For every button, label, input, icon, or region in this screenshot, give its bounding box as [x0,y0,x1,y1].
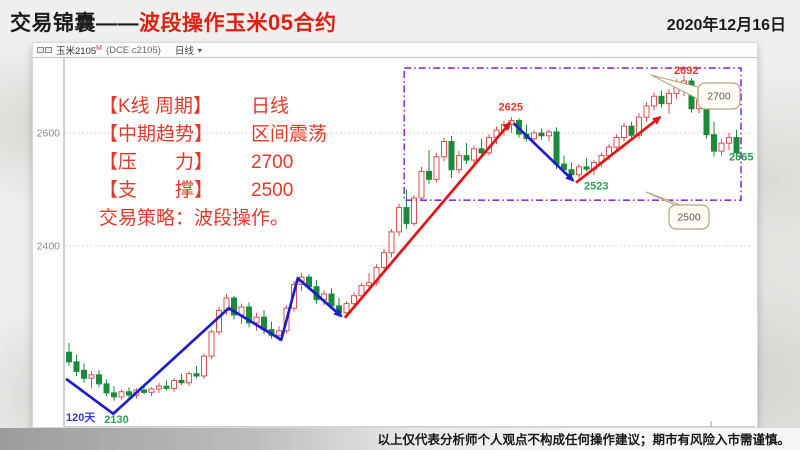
title-contract-number: 05 [268,10,294,35]
swing-label: 2692 [674,65,698,77]
svg-text:2400: 2400 [37,241,61,253]
price-callout: 2500 [645,191,710,230]
instrument-exchange-code: (DCE c2105) [105,44,161,56]
blue-trend-line [65,276,343,416]
swing-label: 2523 [584,181,608,193]
period-label: 日线 [174,46,194,57]
linked-squares-icon [37,47,52,53]
svg-text:2600: 2600 [37,128,61,140]
swing-label: 2625 [499,101,523,113]
red-up-arrow-1 [343,121,512,319]
candlestick-chart[interactable]: 2600 2400 2700 2500 2625 2523 2692 2565 2130 120天 [33,58,757,427]
title-prefix: 交易锦囊—— [10,12,139,35]
trend-lines [65,115,662,416]
period-dropdown[interactable]: 日线 ▼ [175,43,204,57]
title-highlight: 波段操作玉米 [139,12,268,35]
range-box [403,67,742,202]
svg-text:2700: 2700 [707,91,731,103]
blue-down-arrow [512,122,575,182]
red-up-arrow-2 [575,115,662,184]
instrument-symbol[interactable]: 玉米2105M [56,44,102,57]
svg-text:2500: 2500 [677,212,701,224]
plot-area: 2600 2400 2700 2500 2625 2523 2692 2565 2130 120天 [33,58,757,427]
swing-label: 120天 [66,411,96,424]
disclaimer-text: 以上仅代表分析师个人观点不构成任何操作建议；期市有风险入市需谨慎。 [377,433,790,447]
chart-panel: 玉米2105M (DCE c2105) 日线 ▼ 2600 2400 2700 250… [32,42,758,428]
bottom-shadow-band [0,428,800,450]
chevron-down-icon: ▼ [195,46,204,54]
price-callout: 2700 [650,74,741,110]
chart-toolbar: 玉米2105M (DCE c2105) 日线 ▼ [33,43,757,58]
swing-label: 2565 [729,152,753,164]
main-contract-flag: M [96,44,102,52]
page-title: 交易锦囊——波段操作玉米05合约 [10,7,336,37]
candles [66,75,740,401]
slide-date: 2020年12月16日 [666,17,786,34]
swing-label: 2130 [104,414,128,426]
title-suffix: 合约 [293,12,337,35]
